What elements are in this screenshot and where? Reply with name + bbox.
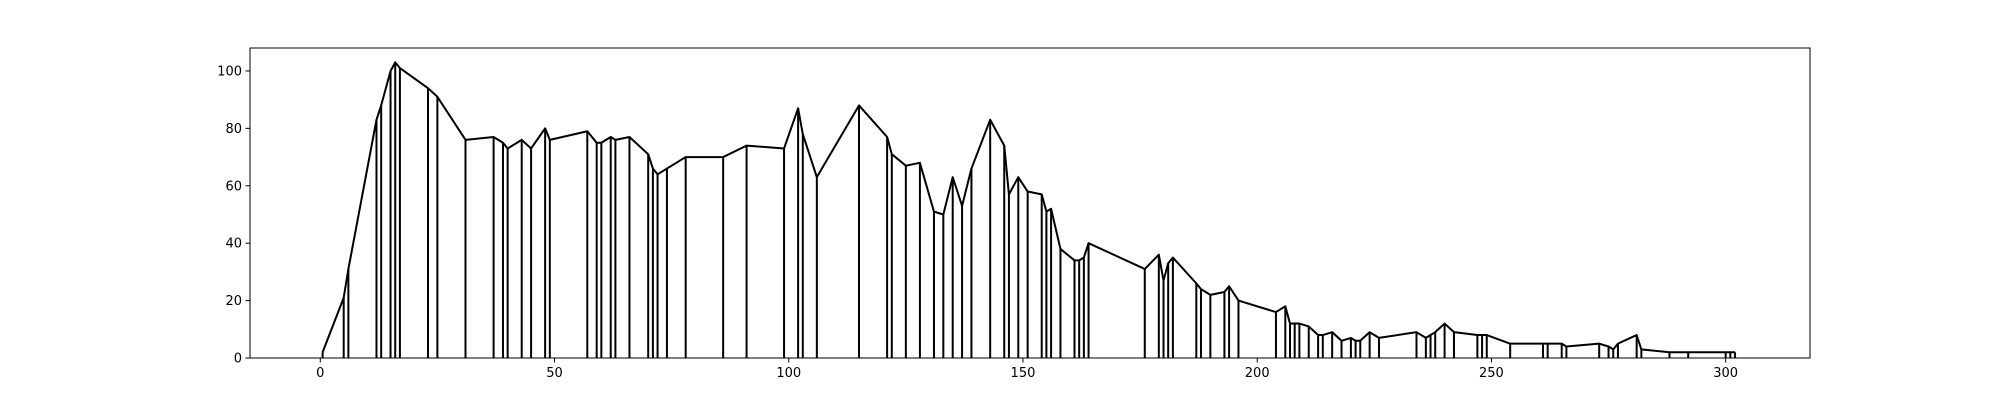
y-tick-label: 60 (225, 179, 242, 194)
x-tick-label: 300 (1713, 366, 1738, 381)
data-line (321, 61, 1736, 354)
y-tick-label: 80 (225, 122, 242, 137)
axes-frame (249, 47, 1811, 359)
x-tick-label: 0 (316, 366, 324, 381)
x-tick-label: 200 (1245, 366, 1270, 381)
y-tick-label: 20 (225, 294, 242, 309)
x-tick-label: 100 (776, 366, 801, 381)
y-tick-label: 40 (225, 237, 242, 252)
y-tick-label: 0 (234, 352, 242, 367)
y-tick-label: 100 (217, 64, 242, 79)
x-tick-label: 250 (1479, 366, 1504, 381)
x-tick-label: 50 (546, 366, 563, 381)
x-tick-label: 150 (1011, 366, 1036, 381)
